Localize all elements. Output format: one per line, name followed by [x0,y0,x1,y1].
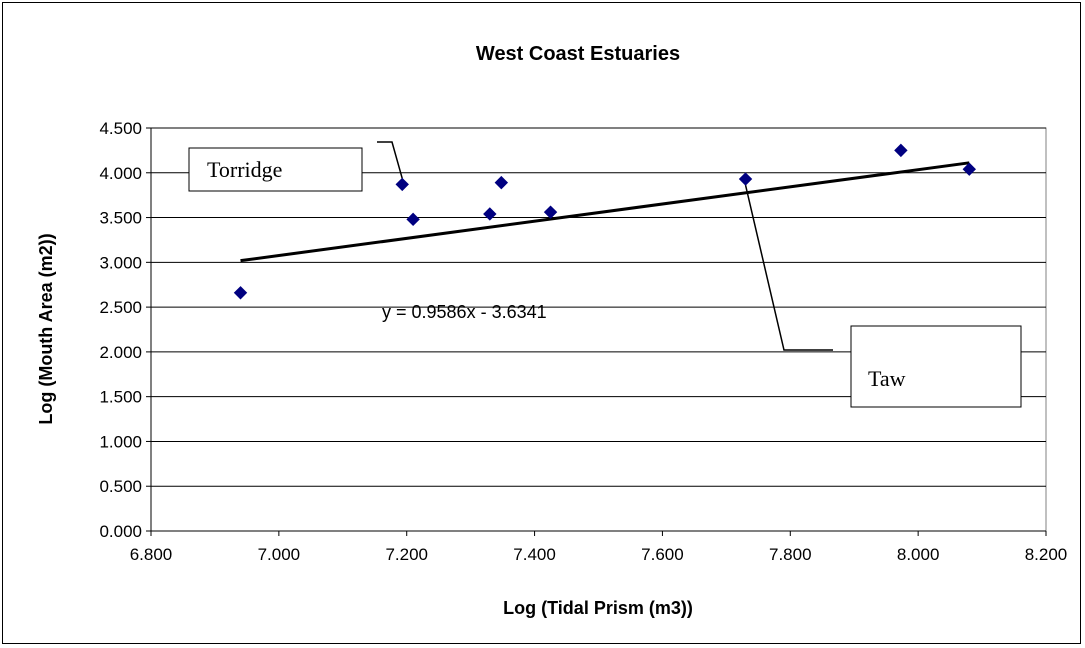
y-axis-title: Log (Mouth Area (m2)) [36,233,56,424]
callout-leader [377,141,403,179]
x-tick-label: 7.200 [385,545,428,564]
y-tick-label: 3.000 [99,253,142,272]
data-point [406,212,420,227]
x-axis-title: Log (Tidal Prism (m3)) [503,598,693,618]
callout-leader [744,184,833,351]
data-point [543,205,558,219]
x-tick-label: 7.000 [258,545,301,564]
chart-title: West Coast Estuaries [476,43,680,65]
y-tick-labels: 0.000 0.500 1.000 1.500 2.000 2.500 3.000 3.500… [99,119,142,541]
y-tick-label: 4.000 [99,164,142,183]
data-point [233,286,248,300]
x-tick-label: 6.800 [130,545,173,564]
data-point [395,177,409,192]
trendline-equation: y = 0.9586x - 3.6341 [382,302,547,322]
y-tick-label: 1.000 [99,432,142,451]
x-tick-label: 7.800 [769,545,812,564]
x-tick-labels: 6.800 7.000 7.200 7.400 7.600 7.800 8.000 8.200 [130,545,1068,564]
y-tick-label: 2.500 [99,298,142,317]
trendline [240,161,970,263]
data-point [483,207,497,221]
y-tick-label: 2.000 [99,343,142,362]
callouts: Torridge Taw [188,141,1022,408]
y-tick-label: 0.500 [99,477,142,496]
y-tick-label: 3.500 [99,209,142,228]
x-tick-label: 7.600 [641,545,684,564]
y-tick-label: 4.500 [99,119,142,138]
callout-label: Taw [868,366,906,391]
callout-box [850,325,1022,408]
y-tick-label: 0.000 [99,522,142,541]
x-tick-label: 7.400 [513,545,556,564]
data-point [494,175,509,190]
data-point [962,162,976,176]
x-tick-label: 8.000 [897,545,940,564]
callout-label: Torridge [207,157,282,182]
trendline-layer [240,161,970,263]
y-tick-label: 1.500 [99,388,142,407]
data-point [894,143,908,158]
callout-box [188,147,363,192]
data-points [233,143,976,300]
axes [146,127,1047,536]
data-point [738,172,753,186]
x-tick-label: 8.200 [1025,545,1068,564]
